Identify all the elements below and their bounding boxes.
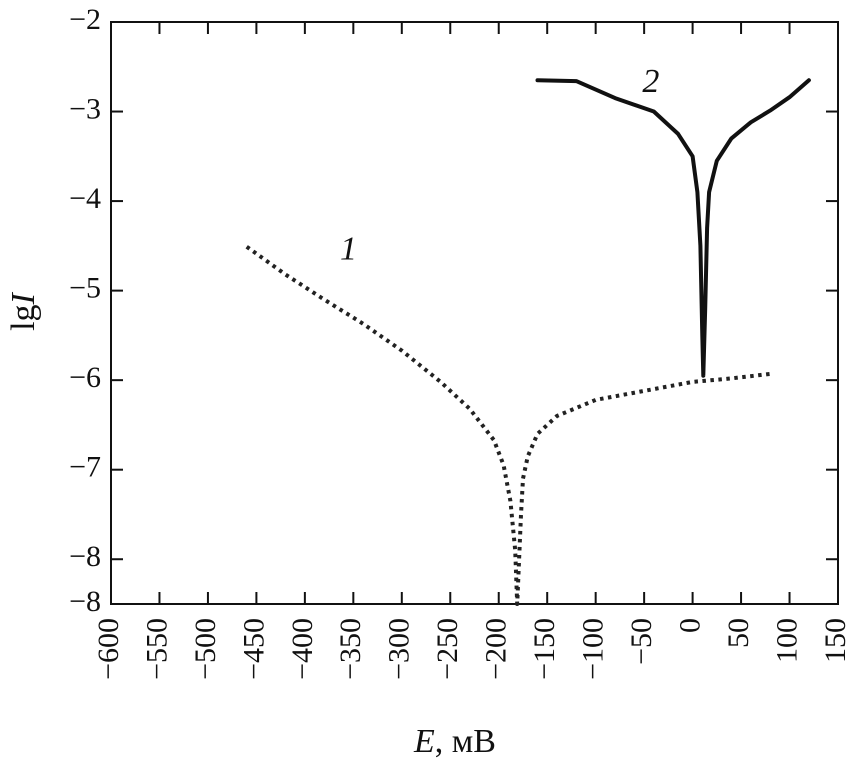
plot-border — [110, 21, 839, 605]
y-tick-label: −6 — [69, 361, 101, 394]
x-tick-label: −500 — [189, 618, 222, 680]
x-tick-label: −400 — [286, 618, 319, 680]
x-tick-label: 100 — [770, 618, 803, 663]
plot-frame — [110, 21, 839, 605]
y-tick-label: −3 — [69, 92, 101, 125]
series-1-line — [245, 245, 771, 606]
x-tick-label: 50 — [722, 618, 755, 648]
x-tick-label: 0 — [673, 618, 706, 633]
y-tick-label: −8 — [69, 540, 101, 573]
y-tick-label: −5 — [69, 272, 101, 305]
x-tick-label: −100 — [577, 618, 610, 680]
x-tick-label: −600 — [92, 618, 125, 680]
x-axis-label-unit: , мВ — [435, 723, 496, 760]
x-tick-label: −150 — [528, 618, 561, 680]
x-axis-label-var: E — [413, 723, 435, 760]
y-tick-label: −8 — [69, 585, 101, 618]
y-axis-ticks: −2 −3 −4 −5 −6 −7 −8 −8 — [69, 3, 838, 618]
series-2-line — [535, 78, 811, 378]
series-layer — [245, 78, 811, 606]
x-axis-label: E, мВ — [413, 723, 496, 760]
x-axis-ticks: −600 −550 −500 −450 −400 −350 −300 −250 −200 −150… — [92, 22, 852, 680]
y-axis-label-prefix: lg — [5, 304, 42, 330]
y-axis-label: lgI — [5, 291, 42, 330]
y-tick-label: −4 — [69, 182, 101, 215]
x-tick-label: −450 — [237, 618, 270, 680]
x-tick-label: −300 — [383, 618, 416, 680]
labels-layer: E, мВ lgI 1 2 — [5, 63, 659, 760]
x-tick-label: −50 — [625, 618, 658, 665]
y-tick-label: −7 — [69, 451, 101, 484]
x-tick-label: −350 — [334, 618, 367, 680]
x-tick-label: −550 — [140, 618, 173, 680]
x-tick-label: 150 — [819, 618, 852, 663]
y-tick-label: −2 — [69, 3, 101, 36]
series-1-label: 1 — [340, 230, 357, 267]
y-axis-label-var: I — [5, 291, 42, 305]
series-2-label: 2 — [642, 63, 659, 100]
x-tick-label: −250 — [431, 618, 464, 680]
x-tick-label: −200 — [480, 618, 513, 680]
